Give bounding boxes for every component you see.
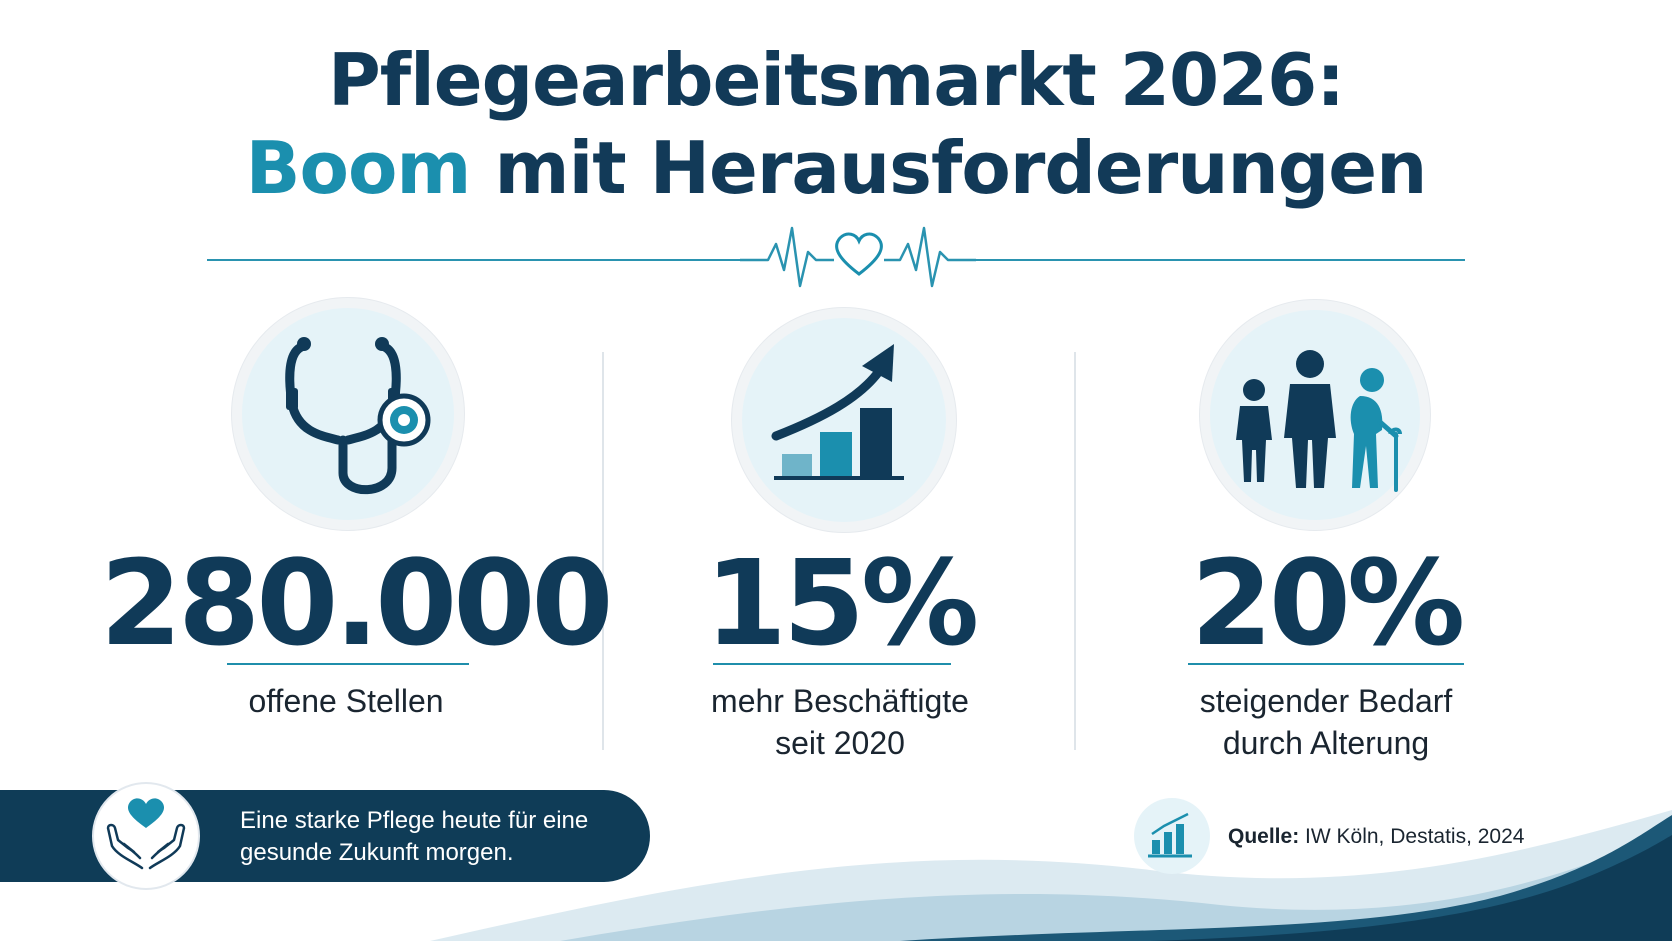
slogan-line-2: gesunde Zukunft morgen.: [240, 839, 514, 866]
family-generations-icon: [1236, 350, 1402, 492]
stat-3-label-line-1: steigender Bedarf: [1199, 683, 1453, 719]
heart-hands-icon: [106, 798, 186, 870]
banner-icon-circle: [92, 782, 200, 890]
growth-chart-icon: [771, 344, 904, 480]
stat-3-label-line-2: durch Alterung: [1222, 725, 1430, 761]
stat-3-value: 20%: [1190, 534, 1465, 672]
stat-3-label: steigender Bedarf durch Alterung: [1126, 680, 1526, 764]
stat-1-label: offene Stellen: [140, 680, 552, 722]
source-citation: Quelle: IW Köln, Destatis, 2024: [1228, 824, 1524, 850]
title-line-1: Pflegearbeitsmarkt 2026:: [327, 38, 1345, 122]
page-title: Pflegearbeitsmarkt 2026: Boom mit Heraus…: [0, 36, 1672, 212]
stat-2-label-line-1: mehr Beschäftigte: [711, 683, 969, 719]
source-icon-circle: [1134, 798, 1210, 874]
bar-chart-icon: [1148, 812, 1192, 858]
stat-1-label-line-1: offene Stellen: [248, 683, 444, 719]
column-separator-2: [1074, 352, 1076, 750]
stat-2-label-line-2: seit 2020: [775, 725, 905, 761]
stat-1-rule: [227, 663, 469, 665]
stat-2-value: 15%: [704, 534, 979, 672]
source-label: Quelle:: [1228, 825, 1300, 848]
heartbeat-divider: [207, 226, 1465, 288]
stat-1-value: 280.000: [100, 534, 613, 672]
column-separator-1: [602, 352, 604, 750]
stat-2-rule: [713, 663, 951, 665]
stethoscope-icon: [285, 337, 431, 495]
title-rest: mit Herausforderungen: [494, 126, 1428, 210]
title-accent-word: Boom: [245, 126, 472, 210]
stat-3-icon-circle: [1200, 300, 1430, 530]
stat-2-icon-circle: [732, 308, 956, 532]
title-line-2: Boom mit Herausforderungen: [0, 124, 1672, 212]
stat-1-icon-circle: [232, 298, 464, 530]
slogan-line-1: Eine starke Pflege heute für eine: [240, 807, 589, 834]
stat-2-label: mehr Beschäftigte seit 2020: [640, 680, 1040, 764]
source-value: IW Köln, Destatis, 2024: [1305, 825, 1525, 848]
stat-3-rule: [1188, 663, 1464, 665]
slogan-text: Eine starke Pflege heute für eine gesund…: [240, 805, 640, 869]
heart-icon: [835, 232, 883, 276]
